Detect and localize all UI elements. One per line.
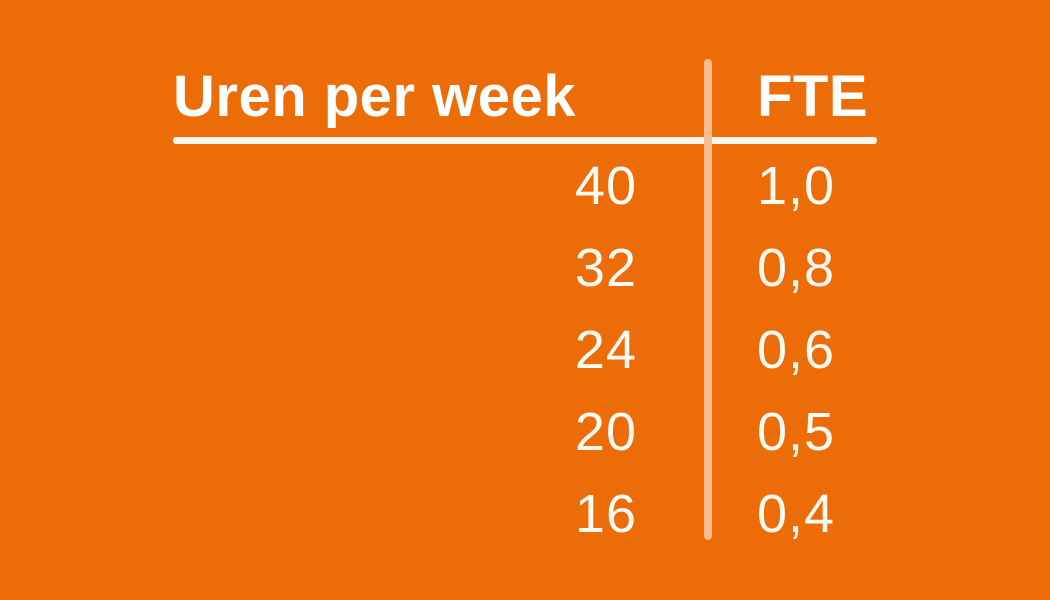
fte-value: 1,0 — [757, 156, 836, 216]
column-header-fte: FTE — [757, 63, 869, 129]
hours-value: 32 — [574, 238, 637, 298]
hours-value: 24 — [574, 320, 637, 380]
fte-value: 0,4 — [757, 484, 836, 544]
fte-value: 0,5 — [757, 402, 836, 462]
table-row: 16 0,4 — [173, 473, 877, 555]
table-row: 20 0,5 — [173, 391, 877, 473]
hours-value: 40 — [574, 156, 637, 216]
column-divider-rule — [704, 59, 712, 540]
table-row: 32 0,8 — [173, 227, 877, 309]
table-header-row: Uren per week FTE — [173, 55, 877, 137]
hours-value: 16 — [574, 484, 637, 544]
hours-value: 20 — [574, 402, 637, 462]
column-header-uren-per-week: Uren per week — [173, 63, 577, 129]
fte-value: 0,6 — [757, 320, 836, 380]
table-row: 24 0,6 — [173, 309, 877, 391]
conversion-table-body: 40 1,0 32 0,8 24 0,6 20 0,5 16 0,4 — [173, 145, 877, 555]
fte-value: 0,8 — [757, 238, 836, 298]
conversion-table-header: Uren per week FTE — [173, 55, 877, 137]
table-row: 40 1,0 — [173, 145, 877, 227]
header-underline-rule — [173, 137, 877, 144]
